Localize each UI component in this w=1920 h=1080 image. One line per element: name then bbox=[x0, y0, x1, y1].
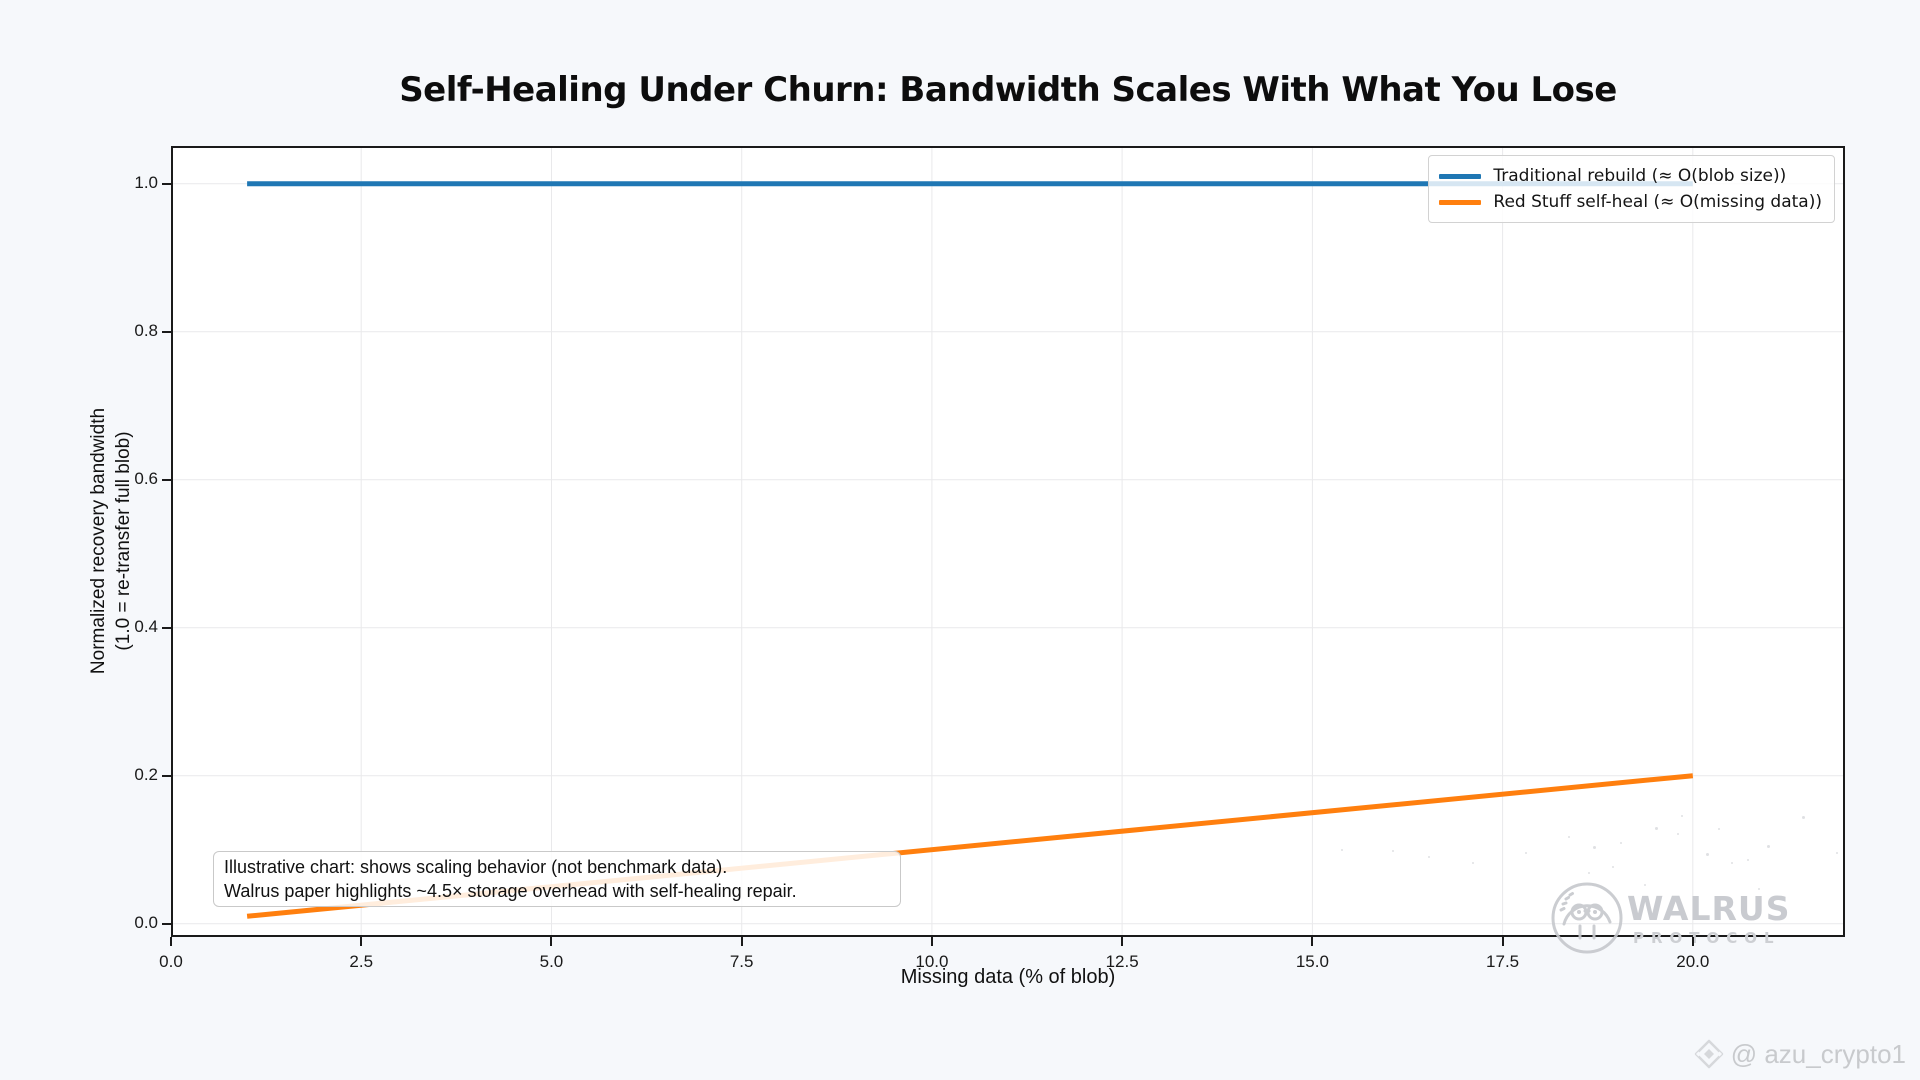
speckle-dot bbox=[1747, 859, 1749, 861]
speckle-dot bbox=[1718, 828, 1720, 830]
annotation-line-2: Walrus paper highlights ~4.5× storage ov… bbox=[224, 881, 797, 901]
x-tick-label: 2.5 bbox=[349, 952, 374, 971]
x-tick-mark bbox=[740, 937, 743, 946]
x-tick-mark bbox=[930, 937, 933, 946]
legend-label: Red Stuff self-heal (≈ O(missing data)) bbox=[1493, 192, 1822, 212]
speckle-dot bbox=[1472, 862, 1474, 864]
x-tick-mark bbox=[1691, 937, 1694, 946]
x-tick-label: 20.0 bbox=[1676, 952, 1710, 971]
y-tick-mark bbox=[162, 626, 171, 629]
credit-watermark: @ azu_crypto1 bbox=[1693, 1038, 1906, 1070]
legend-item: Red Stuff self-heal (≈ O(missing data)) bbox=[1439, 189, 1822, 215]
speckle-dot bbox=[1802, 816, 1805, 819]
speckle-dot bbox=[1731, 862, 1733, 864]
y-tick-label: 0.4 bbox=[134, 616, 158, 636]
speckle-dot bbox=[1620, 842, 1622, 844]
legend-label: Traditional rebuild (≈ O(blob size)) bbox=[1493, 166, 1787, 186]
speckle-dot bbox=[1593, 846, 1596, 849]
x-tick-label: 10.0 bbox=[915, 952, 949, 971]
x-tick-mark bbox=[170, 937, 172, 946]
y-tick-mark bbox=[162, 478, 171, 481]
legend: Traditional rebuild (≈ O(blob size)) Red … bbox=[1428, 155, 1835, 223]
plot-svg bbox=[171, 146, 1845, 937]
speckle-dot bbox=[1758, 888, 1760, 890]
walrus-logo-icon bbox=[1551, 882, 1623, 954]
y-tick-mark bbox=[162, 774, 171, 777]
credit-handle: @ azu_crypto1 bbox=[1730, 1038, 1906, 1069]
walrus-subbrand-text: PROTOCOL bbox=[1633, 929, 1781, 947]
speckle-dot bbox=[1612, 866, 1614, 868]
legend-line-swatch bbox=[1439, 173, 1482, 179]
x-tick-label: 12.5 bbox=[1105, 952, 1139, 971]
speckle-dot bbox=[1525, 852, 1527, 854]
y-tick-mark bbox=[162, 182, 171, 185]
speckle-dot bbox=[1655, 827, 1658, 830]
speckle-dot bbox=[1428, 856, 1430, 858]
x-tick-label: 7.5 bbox=[729, 952, 754, 971]
x-tick-label: 0.0 bbox=[159, 952, 183, 971]
x-tick-label: 5.0 bbox=[539, 952, 564, 971]
annotation-line-1: Illustrative chart: shows scaling behavi… bbox=[224, 857, 728, 877]
plot-area bbox=[171, 146, 1845, 937]
speckle-dot bbox=[1644, 884, 1646, 886]
x-tick-mark bbox=[1121, 937, 1124, 946]
x-tick-mark bbox=[550, 937, 553, 946]
annotation-box: Illustrative chart: shows scaling behavi… bbox=[213, 851, 901, 907]
y-tick-label: 0.8 bbox=[134, 320, 158, 340]
y-tick-label: 0.2 bbox=[134, 764, 158, 784]
y-tick-mark bbox=[162, 330, 171, 333]
speckle-dot bbox=[1568, 836, 1570, 838]
speckle-dot bbox=[1677, 833, 1679, 835]
y-axis-label-line-2: (1.0 = re-transfer full blob) bbox=[113, 431, 134, 651]
y-tick-label: 0.0 bbox=[134, 912, 158, 932]
speckle-dot bbox=[1681, 815, 1683, 817]
y-axis-label: Normalized recovery bandwidth (1.0 = re-… bbox=[86, 261, 138, 821]
walrus-brand-text: WALRUS bbox=[1627, 889, 1791, 928]
speckle-dot bbox=[1706, 853, 1709, 856]
y-axis-label-line-1: Normalized recovery bandwidth bbox=[88, 407, 109, 675]
x-tick-mark bbox=[1501, 937, 1504, 946]
speckle-dot bbox=[1392, 850, 1394, 852]
speckle-dot bbox=[1836, 852, 1838, 854]
x-tick-mark bbox=[360, 937, 363, 946]
diamond-logo-icon bbox=[1694, 1039, 1723, 1069]
legend-item: Traditional rebuild (≈ O(blob size)) bbox=[1439, 163, 1822, 189]
y-tick-label: 0.6 bbox=[134, 468, 158, 488]
legend-items: Traditional rebuild (≈ O(blob size)) Red … bbox=[1439, 163, 1822, 215]
legend-line-swatch bbox=[1439, 199, 1482, 205]
chart-title: Self-Healing Under Churn: Bandwidth Scal… bbox=[399, 70, 1617, 110]
x-tick-mark bbox=[1311, 937, 1314, 946]
y-tick-mark bbox=[162, 922, 171, 925]
speckle-dot bbox=[1341, 849, 1343, 851]
x-tick-label: 17.5 bbox=[1486, 952, 1520, 971]
y-tick-label: 1.0 bbox=[134, 172, 158, 192]
speckle-dot bbox=[1767, 845, 1770, 848]
speckle-dot bbox=[1588, 872, 1590, 874]
x-axis-label: Missing data (% of blob) bbox=[900, 966, 1116, 988]
x-tick-label: 15.0 bbox=[1295, 952, 1329, 971]
